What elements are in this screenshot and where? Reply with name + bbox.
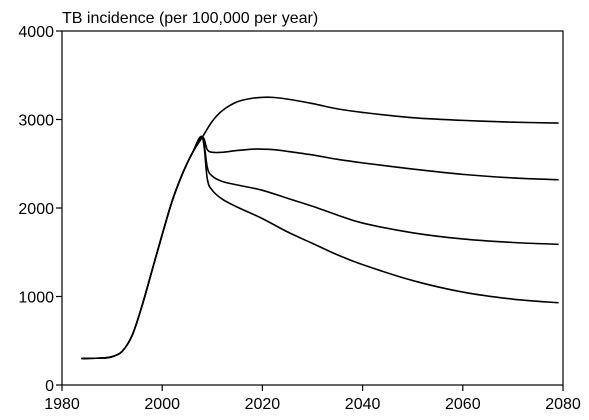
x-tick-label: 2040 <box>345 396 381 413</box>
x-tick-label: 2000 <box>144 396 180 413</box>
series-line-4 <box>81 135 559 360</box>
y-tick-label: 4000 <box>18 24 54 41</box>
x-tick-label: 2060 <box>445 396 481 413</box>
series-line-2 <box>81 136 559 360</box>
y-axis: 0 1000 2000 3000 4000 <box>18 24 62 395</box>
x-axis: 1980 2000 2020 2040 2060 2080 <box>44 385 581 413</box>
series-layer <box>81 96 559 360</box>
plot-frame <box>61 30 564 386</box>
y-tick-label: 0 <box>45 378 54 395</box>
x-tick-label: 2020 <box>245 396 281 413</box>
y-tick-label: 2000 <box>18 201 54 218</box>
series-line-1 <box>81 96 559 360</box>
x-tick-label: 2080 <box>545 396 581 413</box>
y-tick-label: 1000 <box>18 290 54 307</box>
y-tick-label: 3000 <box>18 113 54 130</box>
x-tick-label: 1980 <box>44 396 80 413</box>
chart-title: TB incidence (per 100,000 per year) <box>62 10 318 27</box>
